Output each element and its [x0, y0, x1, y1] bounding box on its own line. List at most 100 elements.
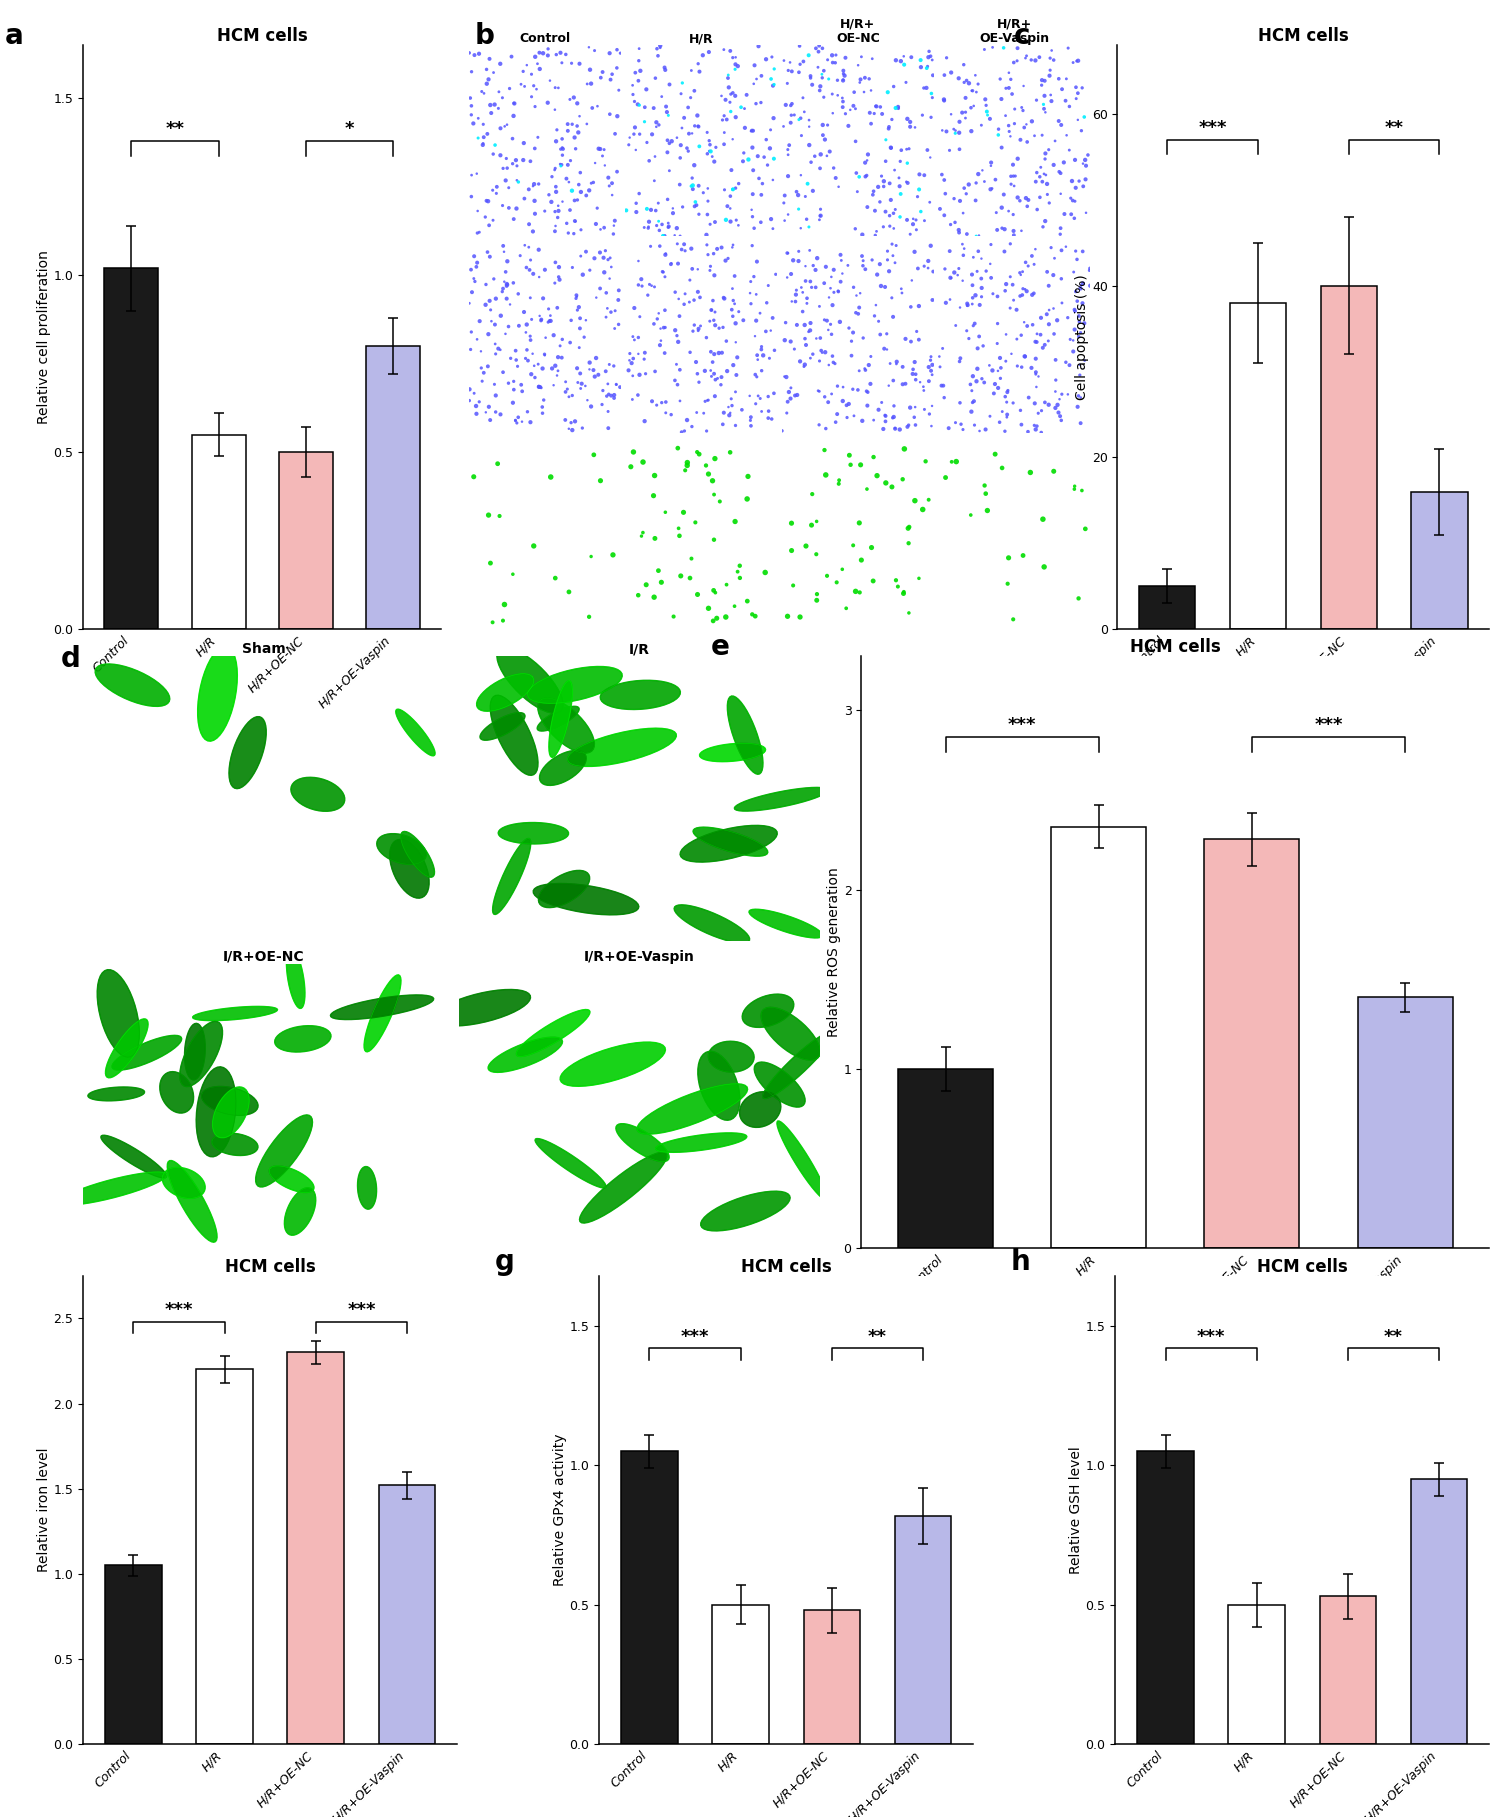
- Point: [723, 289, 747, 318]
- Point: [948, 187, 972, 216]
- Point: [981, 380, 1005, 409]
- Point: [856, 391, 880, 420]
- Point: [718, 182, 742, 211]
- Polygon shape: [528, 667, 623, 703]
- Point: [565, 354, 590, 383]
- Point: [839, 451, 863, 480]
- Point: [826, 276, 850, 305]
- Point: [653, 262, 677, 291]
- Text: h: h: [1010, 1248, 1030, 1276]
- Point: [578, 55, 602, 84]
- Point: [1033, 98, 1057, 127]
- Point: [839, 342, 863, 371]
- Point: [699, 356, 723, 385]
- Point: [750, 180, 774, 209]
- Point: [956, 291, 980, 320]
- Point: [584, 149, 608, 178]
- Point: [809, 323, 833, 352]
- Point: [513, 73, 537, 102]
- Point: [702, 607, 726, 636]
- Point: [664, 278, 688, 307]
- Point: [488, 140, 513, 169]
- Point: [987, 407, 1012, 436]
- Point: [478, 549, 502, 578]
- Point: [1001, 389, 1025, 418]
- Point: [897, 512, 921, 541]
- Point: [505, 194, 529, 223]
- Point: [1022, 122, 1046, 151]
- Point: [807, 376, 832, 405]
- Point: [1009, 396, 1033, 425]
- Point: [916, 352, 940, 382]
- Point: [957, 171, 981, 200]
- Point: [556, 578, 581, 607]
- Point: [916, 247, 940, 276]
- Point: [783, 280, 807, 309]
- Point: [720, 383, 744, 412]
- Point: [623, 113, 647, 142]
- Point: [581, 356, 605, 385]
- Point: [721, 174, 745, 204]
- Point: [581, 167, 605, 196]
- Point: [780, 56, 804, 85]
- Point: [591, 58, 615, 87]
- Point: [857, 64, 881, 93]
- Point: [1067, 302, 1092, 331]
- Point: [995, 400, 1019, 429]
- Point: [954, 180, 978, 209]
- Point: [1021, 280, 1045, 309]
- Point: [1012, 71, 1036, 100]
- Point: [691, 178, 715, 207]
- Point: [460, 318, 484, 347]
- Point: [999, 340, 1024, 369]
- Point: [1070, 269, 1095, 298]
- Point: [674, 451, 699, 480]
- Polygon shape: [401, 832, 434, 878]
- Point: [617, 345, 641, 374]
- Point: [859, 76, 883, 105]
- Point: [1024, 414, 1048, 443]
- Point: [493, 113, 517, 142]
- Point: [912, 251, 936, 280]
- Point: [744, 280, 768, 309]
- Point: [514, 343, 538, 372]
- Point: [1043, 394, 1067, 423]
- Point: [460, 182, 484, 211]
- Point: [694, 323, 718, 352]
- Point: [511, 56, 535, 85]
- Point: [966, 160, 990, 189]
- Point: [626, 340, 650, 369]
- Point: [1048, 158, 1072, 187]
- Point: [776, 162, 800, 191]
- Point: [824, 407, 848, 436]
- Point: [779, 327, 803, 356]
- Point: [880, 229, 904, 258]
- Point: [726, 51, 750, 80]
- Point: [464, 400, 488, 429]
- Point: [942, 114, 966, 144]
- Point: [957, 323, 981, 352]
- Point: [697, 594, 721, 623]
- Point: [841, 531, 865, 560]
- Point: [990, 398, 1015, 427]
- Point: [484, 283, 508, 313]
- Point: [780, 89, 804, 118]
- Point: [939, 100, 963, 129]
- Point: [637, 213, 661, 242]
- Point: [496, 271, 520, 300]
- Point: [1033, 138, 1057, 167]
- Point: [525, 74, 549, 104]
- Point: [897, 529, 921, 558]
- Polygon shape: [286, 948, 305, 1008]
- Point: [1067, 167, 1092, 196]
- Point: [519, 245, 543, 274]
- Point: [1028, 303, 1052, 333]
- Bar: [104, 269, 159, 629]
- Point: [559, 49, 584, 78]
- Point: [888, 173, 912, 202]
- Point: [1042, 45, 1066, 74]
- Point: [804, 243, 829, 273]
- Point: [888, 147, 912, 176]
- Point: [931, 85, 956, 114]
- Bar: [197, 1370, 253, 1744]
